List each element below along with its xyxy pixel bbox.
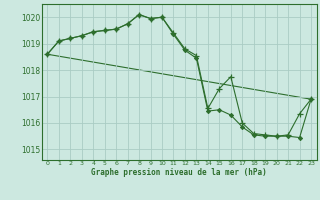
X-axis label: Graphe pression niveau de la mer (hPa): Graphe pression niveau de la mer (hPa) [91, 168, 267, 177]
